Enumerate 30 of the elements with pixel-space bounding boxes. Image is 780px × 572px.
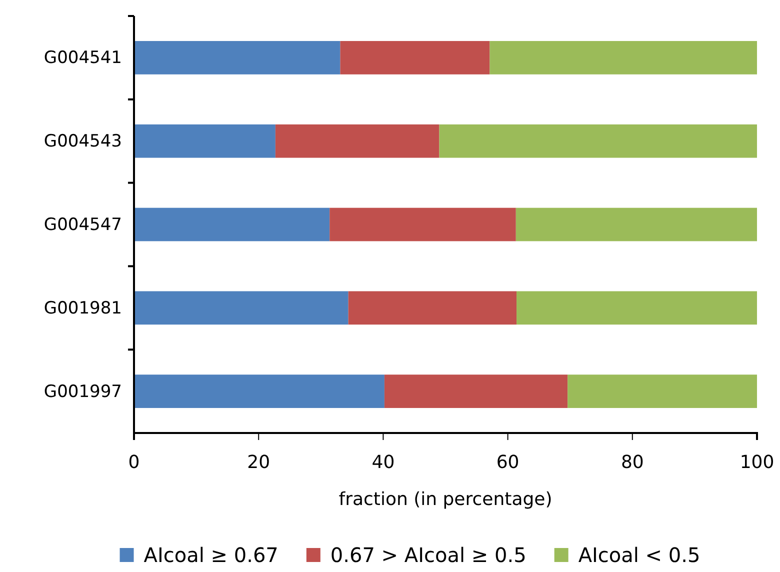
bar bbox=[516, 291, 757, 325]
bar bbox=[568, 374, 757, 408]
legend-label: AIcoal ≥ 0.67 bbox=[144, 543, 278, 567]
bar bbox=[439, 124, 757, 158]
y-tick-label: G004543 bbox=[44, 132, 122, 152]
bar bbox=[348, 291, 517, 325]
bar bbox=[134, 124, 276, 158]
x-tick-label: 0 bbox=[128, 452, 140, 474]
bar bbox=[275, 124, 440, 158]
bar bbox=[134, 291, 348, 325]
bar bbox=[516, 208, 757, 242]
y-tick-label: G001981 bbox=[44, 298, 122, 318]
bar bbox=[134, 208, 330, 242]
bar bbox=[134, 41, 340, 74]
x-tick-label: 80 bbox=[620, 452, 644, 474]
x-tick-label: 20 bbox=[247, 452, 270, 474]
y-tick-label: G001997 bbox=[44, 382, 122, 402]
legend-label: AIcoal < 0.5 bbox=[578, 543, 700, 567]
y-tick-label: G004541 bbox=[44, 48, 122, 68]
bar bbox=[490, 41, 757, 74]
x-tick-label: 60 bbox=[496, 452, 520, 474]
bar bbox=[330, 208, 516, 242]
y-tick-label: G004547 bbox=[44, 214, 122, 235]
x-tick-label: 40 bbox=[372, 452, 395, 474]
bar bbox=[134, 374, 384, 408]
x-tick-label: 100 bbox=[740, 452, 774, 474]
bar bbox=[384, 374, 568, 408]
x-axis-title: fraction (in percentage) bbox=[338, 489, 552, 510]
bar bbox=[340, 41, 490, 74]
legend-label: 0.67 > AIcoal ≥ 0.5 bbox=[330, 543, 526, 567]
